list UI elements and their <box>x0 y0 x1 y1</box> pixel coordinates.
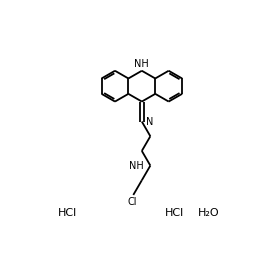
Text: N: N <box>146 116 153 126</box>
Text: HCl: HCl <box>165 208 184 218</box>
Text: NH: NH <box>129 161 144 170</box>
Text: Cl: Cl <box>127 197 136 207</box>
Text: H₂O: H₂O <box>198 208 219 218</box>
Text: HCl: HCl <box>58 208 77 218</box>
Text: NH: NH <box>134 59 149 69</box>
